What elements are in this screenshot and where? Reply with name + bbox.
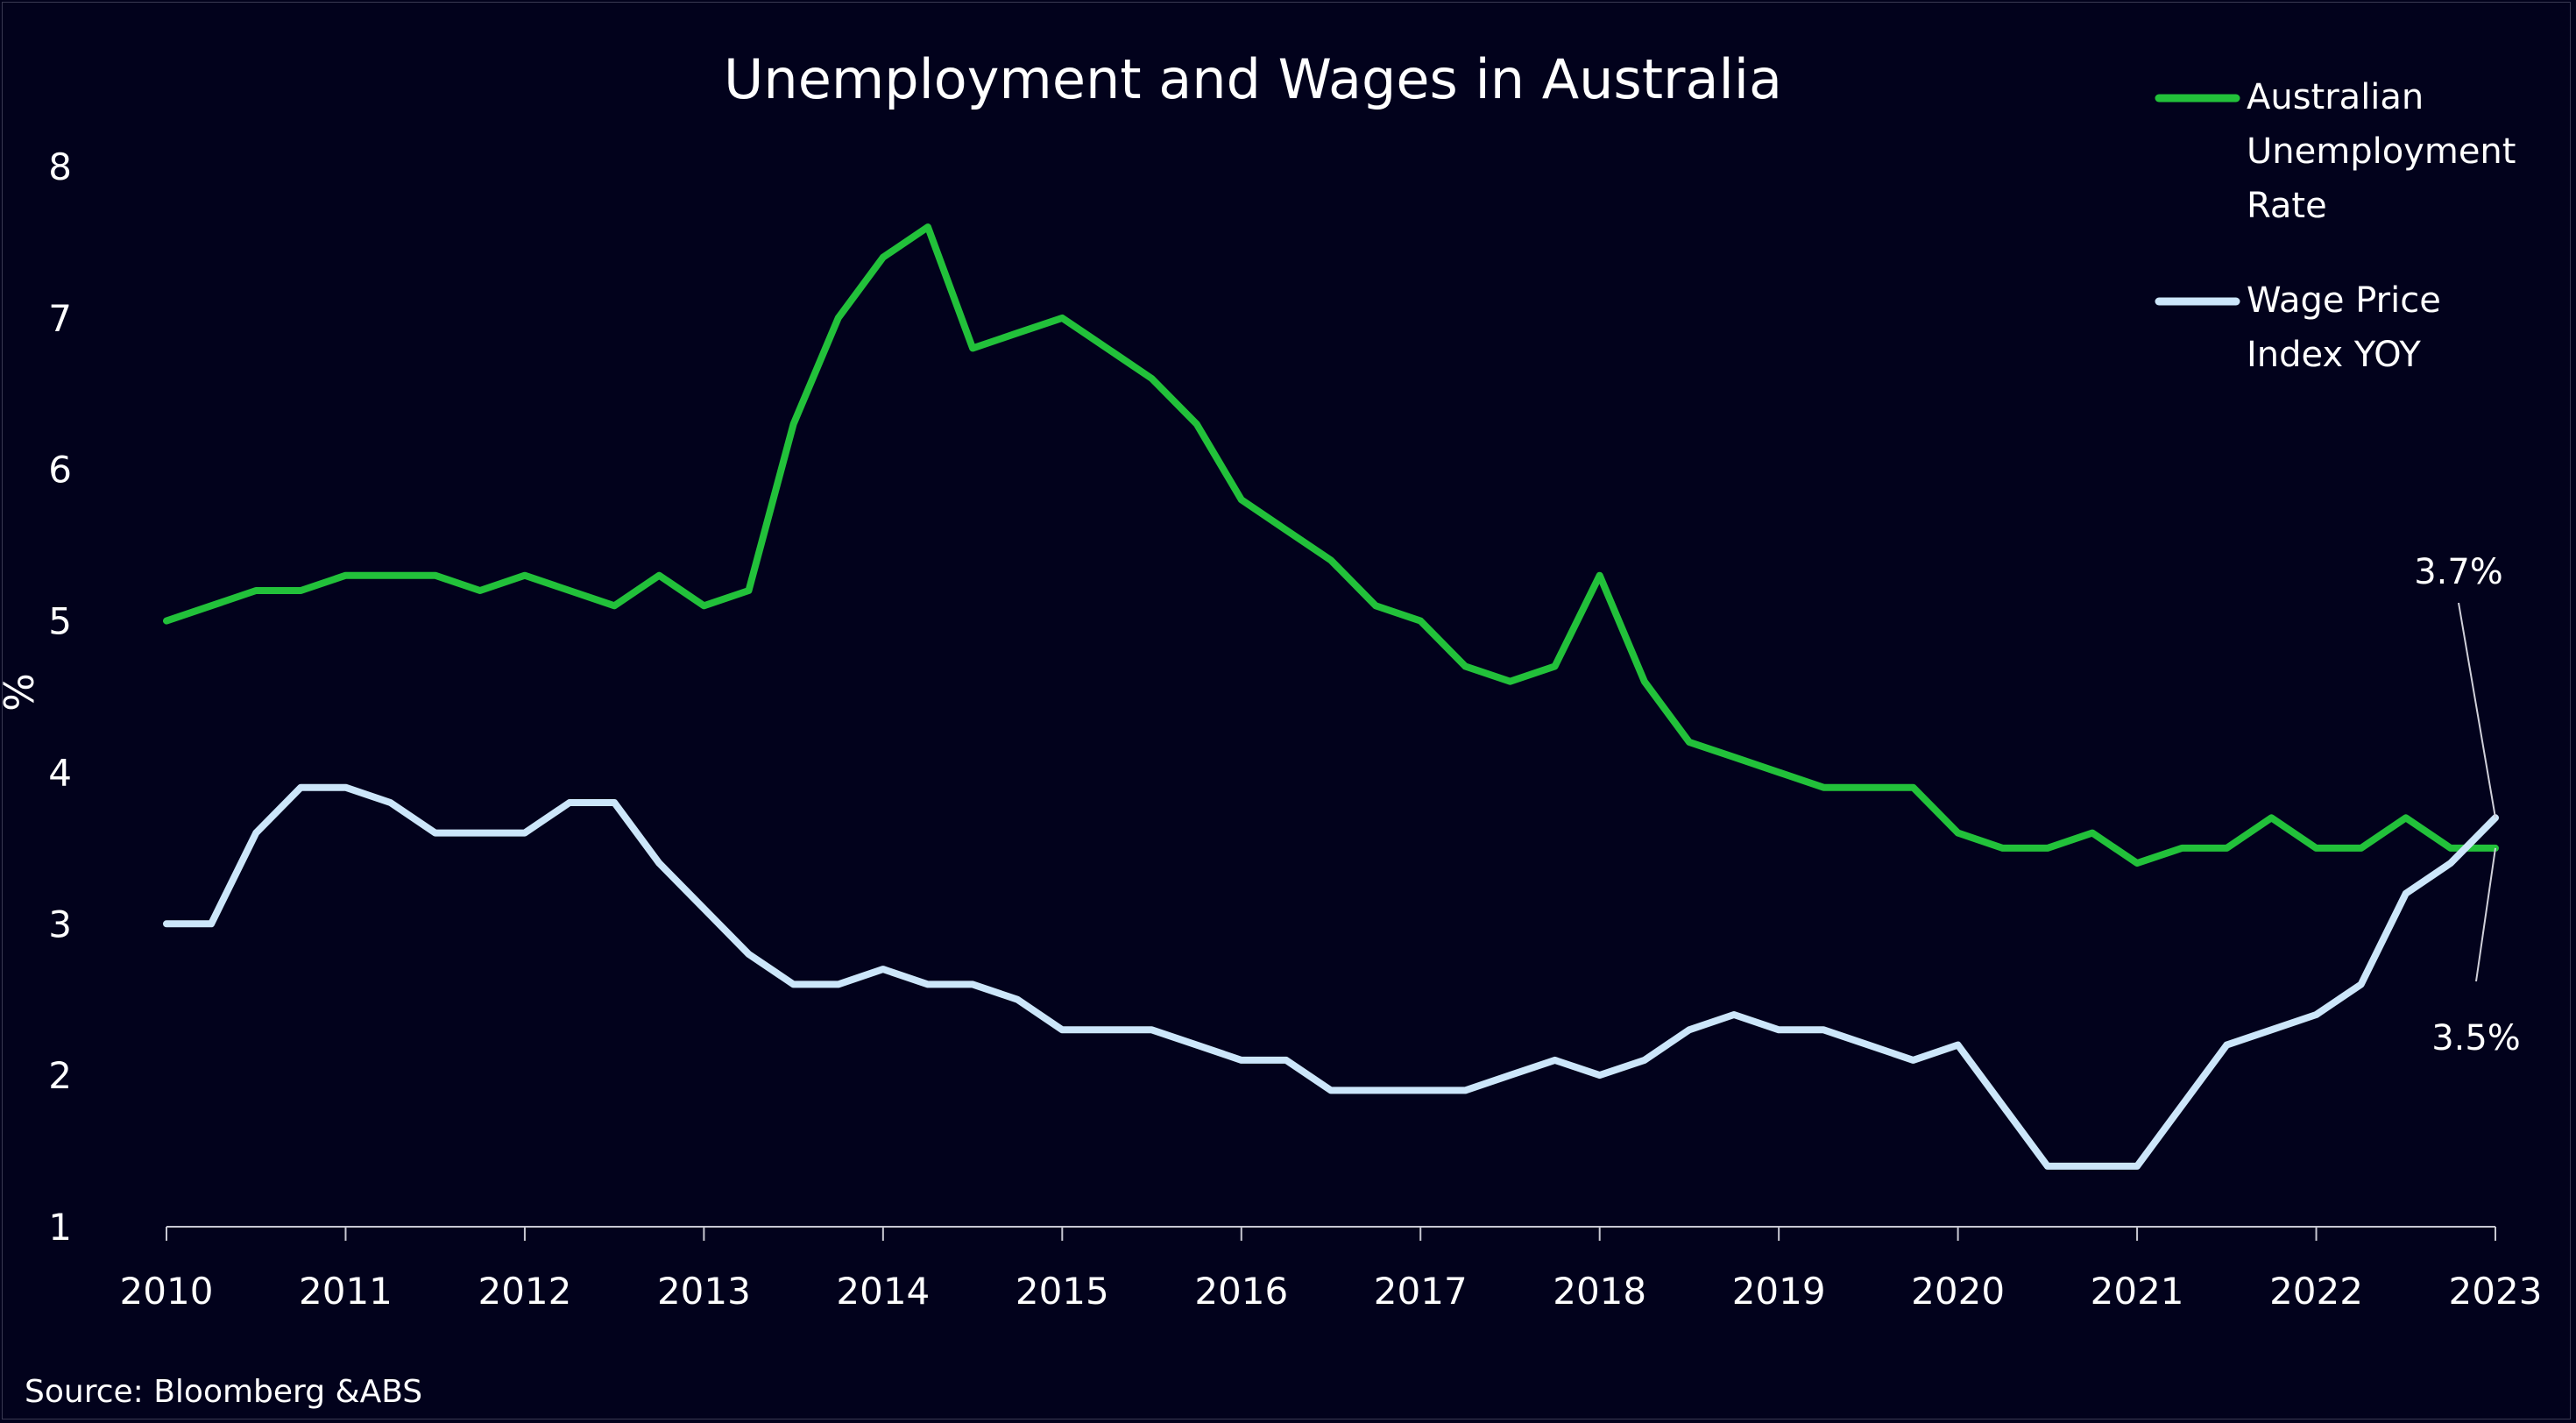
x-tick-label-2010: 2010 <box>120 1270 214 1313</box>
y-tick-label-3: 3 <box>48 903 72 945</box>
x-axis: 2010 2011 2012 2013 2014 2015 2016 2017 2018 2019… <box>120 1226 2543 1313</box>
legend: Australian Unemployment Rate Wage Price Inde… <box>2155 77 2516 375</box>
series-line-2 <box>163 783 2499 1170</box>
legend-label-1: Australian Unemployment Rate <box>2247 77 2516 226</box>
y-tick-label-4: 4 <box>48 751 72 794</box>
y-tick-label-2: 2 <box>48 1054 72 1097</box>
x-tick-label-2012: 2012 <box>478 1270 571 1313</box>
annotations: 3.7% 3.5% <box>2414 552 2521 1058</box>
chart-title: Unemployment and Wages in Australia <box>724 47 1782 111</box>
x-tick-label-2011: 2011 <box>299 1270 393 1313</box>
x-tick-label-2018: 2018 <box>1553 1270 1646 1313</box>
y-axis-label: % <box>0 673 43 712</box>
series-line-1 <box>163 223 2499 867</box>
annotation-label-2: 3.5% <box>2431 1018 2521 1058</box>
annotation-leader-2 <box>2475 847 2496 982</box>
annotation-label-1: 3.7% <box>2414 552 2503 592</box>
y-axis-ticks: 1 2 3 4 5 6 7 8 <box>48 145 72 1249</box>
x-tick-label-2019: 2019 <box>1732 1270 1826 1313</box>
annotation-leader-1 <box>2458 602 2496 818</box>
x-tick-label-2013: 2013 <box>657 1270 751 1313</box>
x-tick-label-2021: 2021 <box>2091 1270 2184 1313</box>
series-layer <box>163 223 2499 1170</box>
x-tick-label-2023: 2023 <box>2449 1270 2543 1313</box>
y-tick-label-1: 1 <box>48 1206 72 1249</box>
y-tick-label-7: 7 <box>48 297 72 340</box>
x-tick-label-2016: 2016 <box>1194 1270 1288 1313</box>
y-tick-label-8: 8 <box>48 145 72 188</box>
x-tick-label-2022: 2022 <box>2269 1270 2363 1313</box>
x-tick-label-2015: 2015 <box>1016 1270 1109 1313</box>
x-tick-label-2014: 2014 <box>836 1270 930 1313</box>
y-tick-label-6: 6 <box>48 449 72 492</box>
x-tick-label-2017: 2017 <box>1374 1270 1468 1313</box>
legend-label-2: Wage Price Index YOY <box>2247 280 2441 375</box>
source-note: Source: Bloomberg &ABS <box>25 1374 422 1410</box>
x-tick-label-2020: 2020 <box>1911 1270 2005 1313</box>
y-tick-label-5: 5 <box>48 600 72 643</box>
